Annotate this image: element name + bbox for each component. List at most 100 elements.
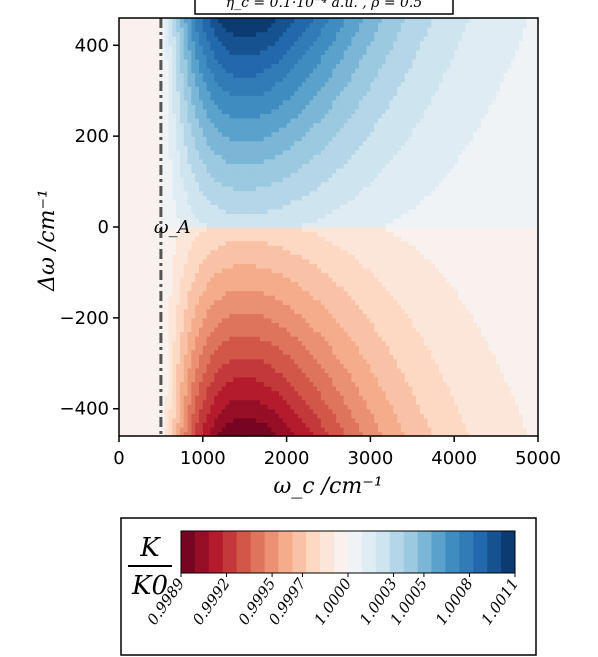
heatmap-cell [141, 386, 147, 392]
heatmap-cell [320, 122, 326, 128]
heatmap-cell [179, 286, 185, 292]
heatmap-cell [298, 363, 303, 369]
heatmap-cell [320, 204, 326, 210]
heatmap-cell [160, 413, 166, 419]
heatmap-cell [229, 404, 234, 410]
heatmap-cell [195, 145, 200, 151]
heatmap-cell [168, 136, 173, 142]
heatmap-cell [225, 131, 231, 137]
heatmap-cell [305, 272, 311, 278]
heatmap-cell [309, 295, 314, 301]
heatmap-cell [248, 127, 253, 133]
heatmap-cell [267, 276, 272, 283]
heatmap-cell [149, 399, 154, 405]
heatmap-cell [210, 249, 215, 255]
heatmap-cell [286, 236, 292, 242]
heatmap-cell [278, 386, 284, 392]
heatmap-cell [160, 45, 166, 51]
heatmap-cell [145, 22, 151, 28]
heatmap-cell [278, 63, 284, 69]
heatmap-cell [248, 354, 253, 360]
heatmap-cell [298, 31, 303, 37]
heatmap-cell [317, 90, 322, 96]
heatmap-cell [267, 258, 272, 264]
heatmap-cell [126, 149, 132, 155]
heatmap-cell [263, 217, 269, 224]
heatmap-cell [191, 145, 196, 151]
heatmap-cell [206, 58, 212, 65]
heatmap-cell [172, 358, 177, 364]
heatmap-cell [202, 304, 208, 310]
heatmap-cell [313, 336, 318, 342]
heatmap-cell [298, 163, 303, 169]
heatmap-cell [298, 18, 303, 24]
heatmap-cell [187, 240, 192, 246]
heatmap-cell [290, 240, 295, 246]
heatmap-cell [191, 363, 196, 369]
heatmap-cell [164, 354, 170, 360]
heatmap-cell [275, 295, 280, 301]
heatmap-cell [320, 181, 326, 187]
heatmap-cell [267, 245, 272, 251]
heatmap-cell [263, 108, 269, 115]
heatmap-cell [126, 199, 132, 205]
heatmap-cell [210, 367, 215, 373]
heatmap-cell [206, 54, 212, 60]
heatmap-cell [278, 231, 284, 237]
heatmap-cell [305, 190, 311, 196]
heatmap-cell [149, 313, 154, 319]
heatmap-cell [202, 249, 208, 255]
heatmap-cell [214, 336, 219, 342]
heatmap-cell [160, 331, 166, 337]
heatmap-cell [237, 217, 242, 224]
heatmap-cell [130, 286, 135, 292]
heatmap-cell [282, 54, 288, 60]
heatmap-cell [221, 131, 227, 137]
heatmap-cell [305, 227, 311, 233]
heatmap-cell [145, 86, 151, 92]
heatmap-cell [179, 181, 185, 187]
heatmap-cell [305, 290, 311, 296]
heatmap-cell [130, 236, 135, 242]
heatmap-cell [183, 18, 189, 24]
heatmap-cell [195, 227, 200, 233]
heatmap-cell [305, 213, 311, 219]
heatmap-cell [126, 299, 132, 305]
heatmap-cell [214, 272, 219, 278]
heatmap-cell [263, 104, 269, 110]
heatmap-cell [301, 31, 307, 37]
heatmap-cell [179, 267, 185, 274]
heatmap-cell [164, 231, 170, 237]
heatmap-cell [237, 386, 242, 392]
heatmap-cell [286, 276, 292, 283]
heatmap-cell [164, 272, 170, 278]
heatmap-cell [198, 154, 204, 160]
heatmap-cell [240, 240, 246, 246]
heatmap-cell [298, 190, 303, 196]
heatmap-cell [183, 158, 189, 164]
heatmap-cell [157, 322, 162, 328]
heatmap-cell [138, 204, 143, 210]
heatmap-cell [309, 136, 314, 142]
heatmap-cell [206, 40, 212, 46]
heatmap-cell [290, 27, 295, 33]
heatmap-cell [218, 131, 223, 137]
heatmap-cell [164, 413, 170, 419]
heatmap-cell [282, 177, 288, 183]
heatmap-cell [320, 95, 326, 101]
heatmap-cell [282, 77, 288, 83]
heatmap-cell [206, 136, 212, 142]
heatmap-cell [195, 299, 200, 305]
heatmap-cell [271, 27, 276, 33]
heatmap-cell [141, 249, 147, 255]
heatmap-cell [237, 181, 242, 187]
heatmap-cell [294, 190, 299, 196]
heatmap-cell [259, 381, 265, 387]
heatmap-cell [267, 399, 272, 405]
heatmap-cell [256, 145, 261, 151]
heatmap-cell [320, 331, 326, 337]
heatmap-cell [282, 386, 288, 392]
heatmap-cell [191, 181, 196, 187]
heatmap-cell [153, 104, 158, 110]
heatmap-cell [252, 113, 257, 119]
